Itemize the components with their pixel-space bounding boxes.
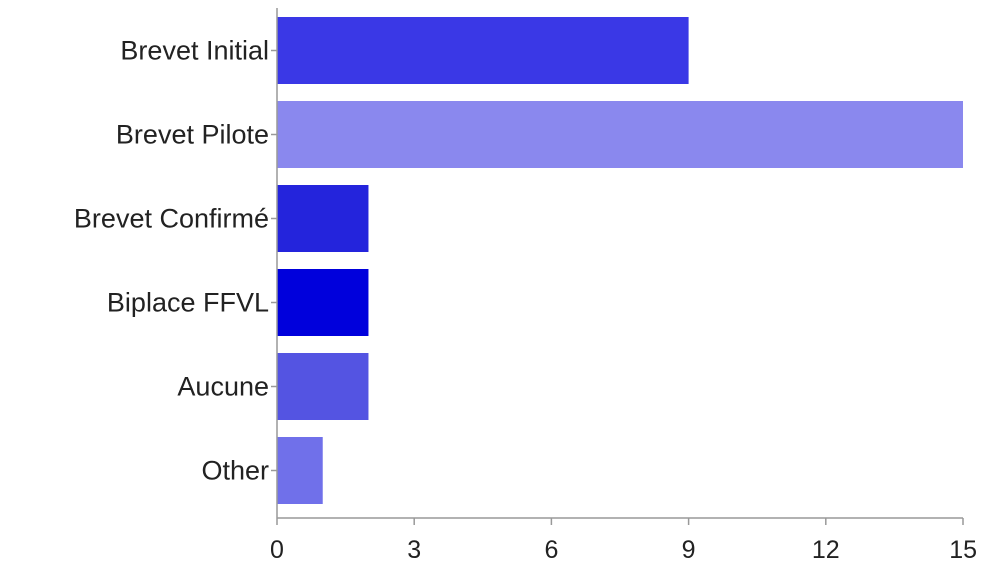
category-label-brevet-pilote: Brevet Pilote <box>116 120 269 150</box>
category-label-brevet-initial: Brevet Initial <box>120 36 269 66</box>
bars-layer <box>277 17 963 504</box>
axes <box>276 8 963 519</box>
x-tick-label: 3 <box>407 536 421 564</box>
category-label-other: Other <box>201 456 269 486</box>
category-label-biplace-ffvl: Biplace FFVL <box>107 288 269 318</box>
x-tick-label: 12 <box>812 536 840 564</box>
bar-aucune <box>277 353 369 420</box>
x-tick-label: 9 <box>682 536 696 564</box>
bar-brevet-pilote <box>277 101 963 168</box>
x-axis-ticks: 0 3 6 9 12 15 <box>270 518 977 564</box>
x-tick-label: 0 <box>270 536 284 564</box>
category-label-aucune: Aucune <box>177 372 269 402</box>
x-tick-label: 15 <box>949 536 977 564</box>
category-label-brevet-confirme: Brevet Confirmé <box>74 204 269 234</box>
bar-biplace-ffvl <box>277 269 369 336</box>
bar-brevet-confirme <box>277 185 369 252</box>
x-tick-label: 6 <box>544 536 558 564</box>
category-labels: Brevet Initial Brevet Pilote Brevet Confir… <box>74 36 277 486</box>
bar-other <box>277 437 323 504</box>
bar-brevet-initial <box>277 17 689 84</box>
